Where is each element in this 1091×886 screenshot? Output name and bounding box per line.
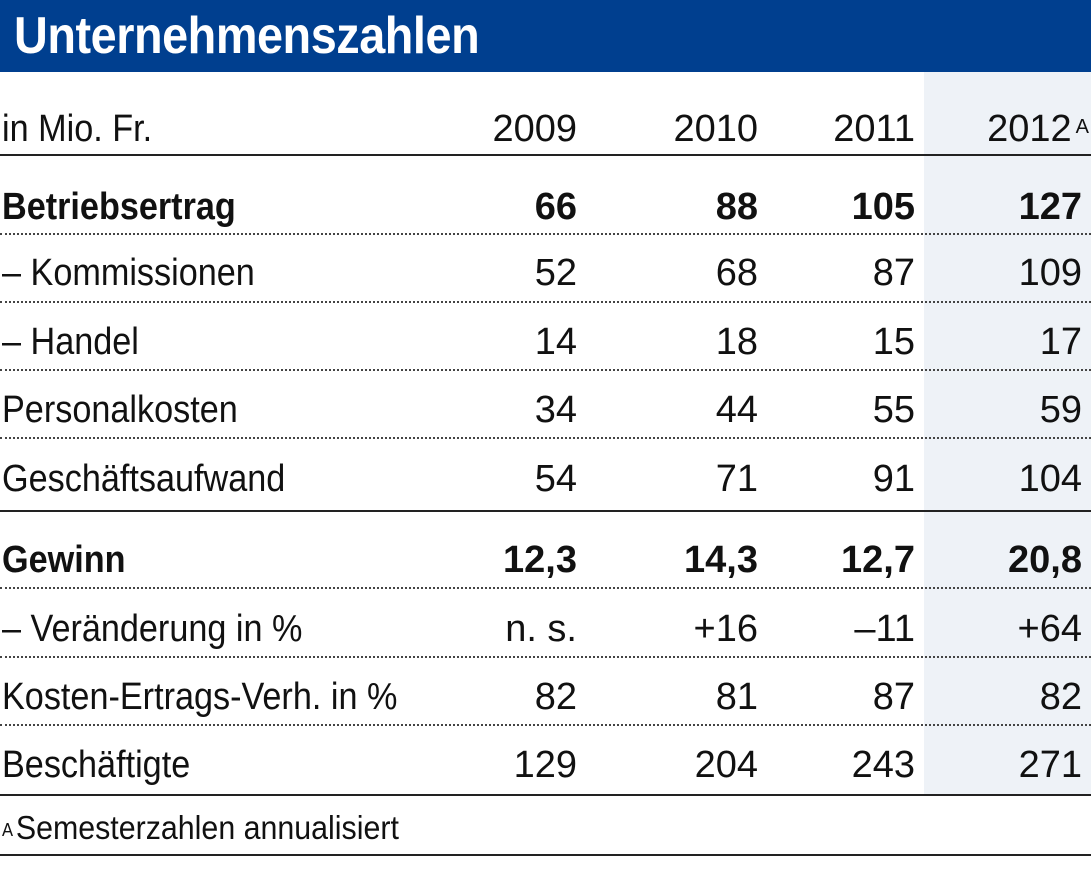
unit-label: in Mio. Fr. [2, 108, 153, 150]
row-divider [0, 587, 1091, 589]
row-label: Kosten-Ertrags-Verh. in % [2, 676, 398, 718]
row-divider [0, 301, 1091, 303]
cell-2009: 52 [534, 252, 577, 294]
year-header-2011: 2011 [833, 108, 915, 150]
cell-2011: –11 [854, 608, 915, 650]
header-divider [0, 154, 1091, 156]
cell-2009: 66 [534, 186, 577, 228]
row-divider [0, 656, 1091, 658]
cell-2011: 55 [872, 389, 915, 431]
cell-2012: 17 [1039, 321, 1082, 363]
row-label: Geschäftsaufwand [2, 458, 286, 500]
row-label: – Veränderung in % [2, 608, 303, 650]
cell-2011: 87 [872, 676, 915, 718]
cell-2012: 104 [1018, 458, 1082, 500]
cell-2009: 54 [534, 458, 577, 500]
cell-2012: 59 [1039, 389, 1082, 431]
table-bottom-divider [0, 794, 1091, 796]
cell-2012: +64 [1017, 608, 1082, 650]
year-2012-text: 2012 [987, 108, 1072, 150]
cell-2012: 82 [1039, 676, 1082, 718]
row-label: Betriebsertrag [2, 186, 236, 228]
cell-2009: 12,3 [503, 539, 577, 581]
cell-2010: 88 [715, 186, 758, 228]
cell-2009: 129 [513, 744, 577, 786]
section-divider [0, 510, 1091, 512]
cell-2011: 105 [851, 186, 915, 228]
footnote-text: Semesterzahlen annualisiert [15, 809, 399, 846]
row-label: Gewinn [2, 539, 126, 581]
highlight-column-2012 [924, 72, 1091, 794]
year-header-2012: 2012 A [929, 106, 1089, 152]
year-header-2009: 2009 [492, 108, 577, 150]
cell-2010: 14,3 [684, 539, 758, 581]
cell-2011: 12,7 [841, 539, 915, 581]
cell-2011: 91 [872, 458, 915, 500]
row-label: Beschäftigte [2, 744, 191, 786]
cell-2012: 20,8 [1008, 539, 1082, 581]
row-divider [0, 437, 1091, 439]
cell-2010: 204 [694, 744, 758, 786]
footnote-marker: A [1075, 116, 1089, 138]
footnote-marker-bottom: A [2, 820, 14, 840]
row-divider [0, 233, 1091, 235]
cell-2009: n. s. [505, 608, 577, 650]
cell-2012: 127 [1018, 186, 1082, 228]
row-label: – Kommissionen [2, 252, 255, 294]
row-divider [0, 369, 1091, 371]
row-label: – Handel [2, 321, 139, 363]
cell-2010: 44 [715, 389, 758, 431]
cell-2012: 109 [1018, 252, 1082, 294]
year-header-2010: 2010 [673, 108, 758, 150]
cell-2009: 82 [534, 676, 577, 718]
cell-2010: 68 [715, 252, 758, 294]
cell-2009: 14 [534, 321, 577, 363]
cell-2011: 15 [872, 321, 915, 363]
title-bar: Unternehmenszahlen [0, 0, 1091, 72]
cell-2010: 81 [715, 676, 758, 718]
cell-2010: +16 [693, 608, 758, 650]
cell-2009: 34 [534, 389, 577, 431]
table-title: Unternehmenszahlen [14, 7, 480, 65]
footnote-divider [0, 854, 1091, 856]
cell-2010: 18 [715, 321, 758, 363]
cell-2012: 271 [1018, 744, 1082, 786]
row-divider [0, 724, 1091, 726]
footnote: ASemesterzahlen annualisiert [2, 806, 399, 850]
cell-2010: 71 [715, 458, 758, 500]
row-label: Personalkosten [2, 389, 238, 431]
cell-2011: 87 [872, 252, 915, 294]
cell-2011: 243 [851, 744, 915, 786]
